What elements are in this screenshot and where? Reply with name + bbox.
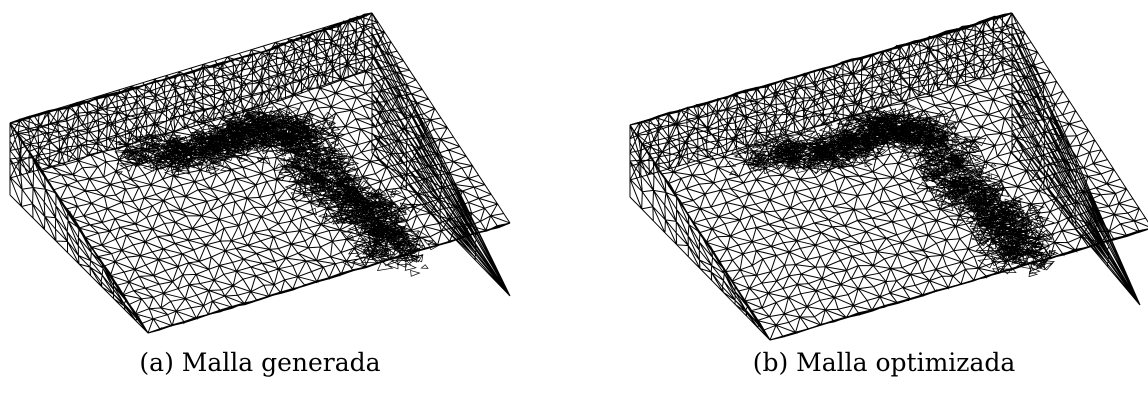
mesh-panel-a: (a) Malla generada [0,0,560,407]
mesh-panel-b: (b) Malla optimizada [620,0,1148,407]
left-side-wall-b [629,51,883,181]
mesh-drawing-b [629,12,1148,341]
right-back-wall-a [261,12,373,108]
left-side-wall-a [9,51,263,179]
mesh-drawing-a [9,12,511,334]
right-back-wall-b [881,12,1013,108]
front-left-wall-b [629,124,771,341]
mesh-group-a [9,12,511,334]
refined-terrain-b [724,103,1059,278]
right-wall-b [1011,12,1141,306]
front-wall-right-b [769,228,1148,341]
refined-terrain-a [114,105,440,277]
mesh-group-b [629,12,1148,341]
right-wall-a [371,12,511,297]
caption-a: (a) Malla generada [139,348,381,377]
front-left-wall-a [9,122,149,334]
caption-b: (b) Malla optimizada [752,348,1016,377]
